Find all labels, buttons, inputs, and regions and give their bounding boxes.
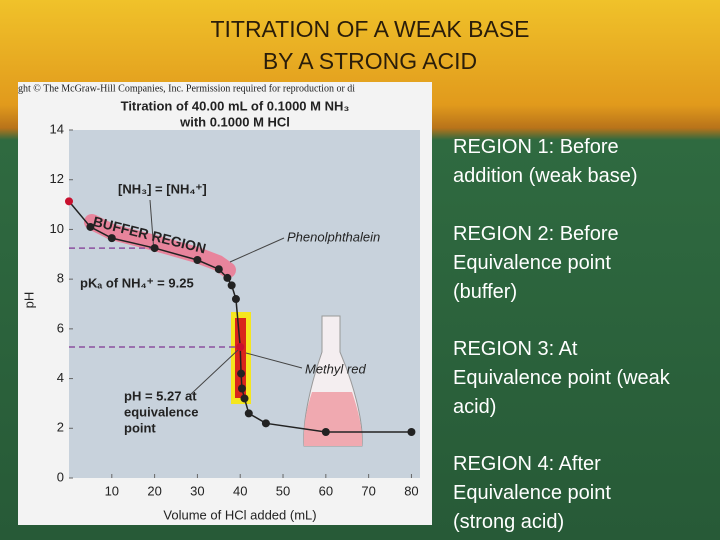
data-point [107,234,116,243]
y-tick-label: 0 [57,469,64,484]
data-point [244,409,253,418]
data-point [237,384,246,393]
annotation: pH = 5.27 at [124,388,197,403]
region-line: REGION 3: At [453,338,578,360]
region-line: Equivalence point [453,482,611,504]
region-text: REGION 4: After Equivalence point (strong … [453,450,720,537]
region-line: Equivalence point (weak [453,367,670,389]
annotation: Phenolphthalein [287,229,380,244]
annotation: [NH₃] = [NH₄⁺] [118,181,207,196]
x-tick-label: 40 [233,483,247,498]
y-axis-label: pH [21,292,36,309]
data-point [231,295,240,304]
region-line: REGION 4: After [453,453,601,475]
region-text: REGION 3: At Equivalence point (weak acid) [453,335,720,422]
data-point [214,265,223,274]
x-tick-label: 70 [361,483,375,498]
data-point [407,428,416,437]
region-line: acid) [453,396,497,418]
pointer-line [229,237,285,263]
y-tick-label: 12 [50,171,64,186]
annotation: equivalence [124,404,198,419]
x-tick-label: 60 [319,483,333,498]
y-tick-label: 6 [57,320,64,335]
x-axis-label: Volume of HCl added (mL) [163,507,316,522]
chart-title: Titration of 40.00 mL of 0.1000 M NH₃ [121,98,350,113]
region-line: (buffer) [453,281,518,303]
data-point [240,394,249,403]
region-text: REGION 2: Before Equivalence point (buffer… [453,220,720,307]
x-tick-label: 30 [190,483,204,498]
pointer-line [189,349,239,396]
region-line: (strong acid) [453,511,565,533]
copyright: ght © The McGraw-Hill Companies, Inc. Pe… [18,83,355,94]
x-tick-label: 50 [276,483,290,498]
data-point [150,244,159,253]
y-tick-label: 14 [50,121,64,136]
annotation: pKₐ of NH₄⁺ = 9.25 [80,275,194,290]
data-point [86,222,95,231]
y-tick-label: 2 [57,420,64,435]
y-tick-label: 10 [50,221,64,236]
data-point [223,273,232,282]
annotation: point [124,420,156,435]
plot-area [69,130,420,478]
region-line: REGION 2: Before [453,223,619,245]
pointer-line [149,199,155,253]
data-point [193,256,202,265]
data-point [227,281,236,290]
y-tick-label: 4 [57,370,64,385]
slide-title: TITRATION OF A WEAK BASE [210,16,530,42]
region-text: REGION 1: Before addition (weak base) [453,133,720,191]
y-tick-label: 8 [57,271,64,286]
region-line: REGION 1: Before [453,136,619,158]
chart-title: with 0.1000 M HCl [179,114,290,129]
pointer-line [245,352,303,369]
x-tick-label: 80 [404,483,418,498]
flask-liquid [303,392,363,446]
data-point [236,343,245,352]
data-point [65,197,73,206]
data-point [321,428,330,437]
x-tick-label: 20 [147,483,161,498]
data-point [237,369,246,378]
data-point [261,419,270,428]
x-tick-label: 10 [105,483,119,498]
buffer-band [84,214,236,278]
annotation: Methyl red [305,361,366,376]
region-line: Equivalence point [453,252,611,274]
slide-title: BY A STRONG ACID [262,48,478,74]
region-line: addition (weak base) [453,165,638,187]
